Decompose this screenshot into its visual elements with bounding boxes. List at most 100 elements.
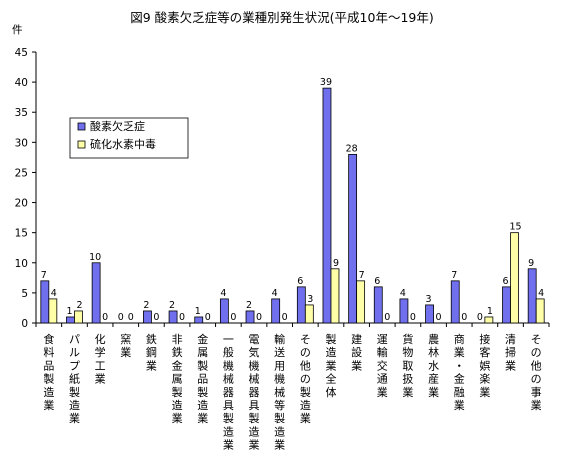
category-label: 料	[43, 345, 54, 359]
category-label: 業	[377, 386, 388, 399]
category-label: の	[300, 373, 311, 386]
legend-swatch	[77, 140, 86, 149]
data-label: 4	[538, 288, 544, 299]
legend-swatch	[77, 122, 86, 131]
bar-sanso	[296, 286, 306, 324]
bar-ryuka	[330, 268, 340, 324]
legend-box	[69, 117, 189, 159]
category-label: 造	[325, 345, 336, 359]
data-label: 1	[487, 306, 493, 317]
category-label: 楽	[479, 373, 490, 386]
category-label: 具	[249, 399, 260, 412]
category-label: 全	[325, 372, 336, 386]
category-label: 造	[274, 424, 285, 438]
category-label: 電	[249, 333, 260, 346]
data-label: 7	[359, 270, 365, 281]
data-label: 0	[256, 312, 262, 323]
category-label: 化	[95, 332, 106, 346]
category-label: の	[300, 346, 311, 359]
category-label: 業	[325, 359, 336, 372]
category-label: 取	[402, 359, 413, 372]
category-label: 造	[300, 398, 311, 412]
category-label: 製	[223, 411, 234, 425]
category-label: 等	[274, 398, 285, 412]
data-label: 10	[89, 252, 101, 263]
data-label: 6	[297, 276, 303, 287]
category-label: 業	[454, 399, 465, 412]
bar-ryuka	[304, 304, 314, 324]
data-label: 7	[451, 270, 457, 281]
category-label: 造	[197, 398, 208, 412]
category-label: 運	[377, 333, 388, 346]
bar-ryuka	[74, 310, 83, 324]
y-tick-label: 35	[15, 107, 28, 119]
bar-sanso	[219, 298, 229, 324]
data-label: 4	[220, 288, 226, 299]
legend-label: 硫化水素中毒	[90, 137, 156, 151]
bar-ryuka	[356, 280, 366, 324]
category-label: 属	[197, 346, 208, 359]
category-label: 掃	[505, 345, 516, 359]
category-label: 窯	[120, 332, 131, 346]
data-label: 2	[76, 300, 82, 311]
bar-sanso	[66, 316, 75, 324]
category-label: 建	[351, 332, 362, 346]
category-label: 業	[69, 412, 80, 425]
category-label: 客	[479, 345, 490, 359]
category-label: 一	[223, 333, 234, 346]
data-label: 0	[102, 312, 108, 323]
category-label: 気	[249, 345, 260, 359]
category-label: 属	[172, 373, 183, 386]
bar-sanso	[502, 286, 511, 324]
category-label: ・	[454, 359, 465, 372]
category-label: 鉄	[146, 332, 157, 346]
category-label: 学	[95, 345, 106, 359]
category-label: 業	[454, 346, 465, 359]
category-label: 械	[223, 372, 234, 386]
category-label: 林	[428, 345, 439, 359]
category-label: 食	[43, 332, 54, 346]
bar-sanso	[40, 280, 50, 324]
category-label: 紙	[69, 372, 80, 386]
data-label: 9	[528, 258, 534, 269]
data-label: 1	[66, 306, 72, 317]
category-label: 機	[223, 358, 234, 372]
category-label: 品	[43, 359, 54, 372]
bar-sanso	[271, 298, 281, 324]
category-label: 業	[95, 373, 106, 386]
category-label: 農	[428, 332, 439, 346]
data-label: 3	[426, 294, 432, 305]
bar-sanso	[425, 304, 434, 324]
category-label: 通	[377, 373, 388, 386]
y-tick-label: 5	[21, 288, 28, 300]
data-label: 0	[410, 312, 416, 323]
category-label: 製	[172, 385, 183, 399]
category-label: 金	[454, 372, 465, 386]
category-label: 業	[249, 439, 260, 452]
category-label: 融	[454, 386, 465, 399]
category-label: 製	[69, 385, 80, 399]
category-label: 水	[428, 359, 439, 372]
category-label: 体	[325, 385, 336, 399]
category-label: 輸	[274, 332, 285, 346]
bar-sanso	[245, 310, 255, 324]
y-tick-label: 10	[15, 258, 28, 270]
data-label: 0	[282, 312, 288, 323]
data-label: 0	[118, 312, 124, 323]
category-label: 娯	[479, 358, 490, 372]
bar-sanso	[373, 286, 383, 324]
y-tick-label: 25	[15, 167, 28, 179]
category-label: 金	[172, 358, 183, 372]
category-label: パ	[69, 333, 80, 346]
data-label: 6	[374, 276, 380, 287]
category-label: 清	[505, 333, 516, 346]
y-tick-label: 40	[15, 77, 28, 89]
category-label: 貨	[402, 332, 413, 346]
category-label: 器	[249, 386, 260, 399]
category-label: 設	[351, 345, 362, 359]
category-label: 商	[454, 332, 465, 346]
